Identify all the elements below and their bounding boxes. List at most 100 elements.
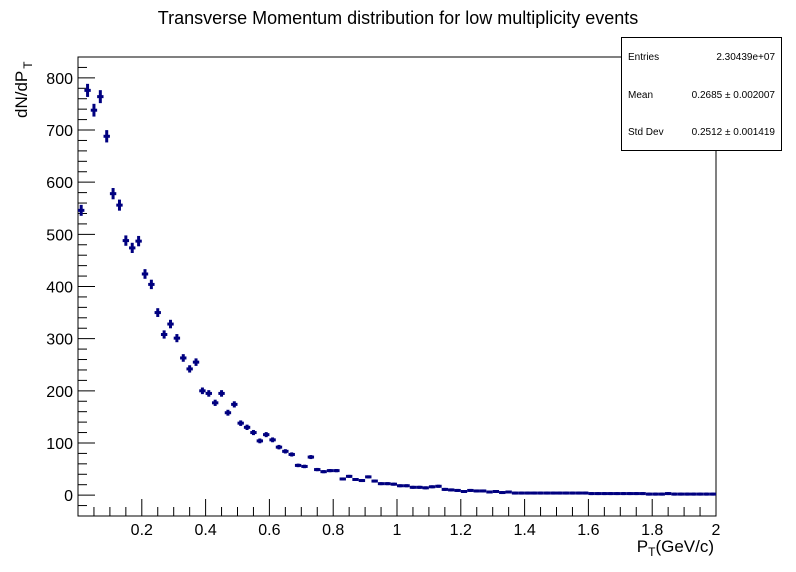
data-point [582, 491, 589, 495]
data-point [601, 492, 608, 496]
stats-entries-label: Entries [628, 52, 660, 63]
y-axis-label: dN/dP T [12, 61, 35, 118]
stats-entries-value: 2.30439e+07 [716, 52, 775, 63]
stats-stddev-value: 0.2512 ± 0.001419 [691, 127, 775, 138]
data-point [460, 489, 468, 493]
x-axis-label-sub: T [648, 545, 656, 559]
data-point [103, 130, 110, 143]
data-point [256, 438, 264, 444]
y-tick-label: 700 [46, 123, 73, 140]
data-point [492, 489, 500, 493]
data-point [173, 334, 181, 343]
data-point [518, 491, 525, 495]
x-tick-label: 0.8 [322, 522, 344, 539]
y-tick-label: 200 [46, 384, 73, 401]
data-point [505, 490, 512, 494]
data-point [275, 444, 283, 450]
stats-entries-row: Entries 2.30439e+07 [628, 52, 775, 66]
data-point [620, 492, 627, 496]
data-point [160, 330, 168, 339]
data-point [148, 279, 155, 290]
data-point [129, 242, 136, 254]
data-point [467, 488, 474, 492]
data-point [639, 492, 646, 496]
x-tick-label: 0.6 [258, 522, 280, 539]
data-point [511, 491, 519, 495]
y-tick-label: 500 [46, 227, 73, 244]
data-point [269, 437, 276, 443]
data-point [390, 482, 397, 486]
stats-mean-label: Mean [628, 90, 654, 101]
data-point [403, 484, 410, 488]
data-point [345, 474, 353, 478]
data-point [320, 470, 327, 474]
data-point [339, 477, 346, 481]
data-point [703, 492, 710, 496]
data-point [556, 491, 563, 495]
data-point [416, 485, 423, 489]
data-point [122, 235, 130, 246]
data-point [633, 492, 640, 496]
data-point [409, 485, 417, 489]
data-point [677, 492, 685, 496]
data-point [384, 482, 391, 486]
data-point [652, 492, 659, 496]
data-point [671, 492, 678, 496]
data-point [243, 424, 251, 431]
data-point [371, 479, 378, 483]
data-point [594, 492, 602, 496]
data-point [684, 492, 691, 496]
data-point [377, 482, 385, 486]
y-axis-label-sub: T [21, 61, 35, 69]
data-point [454, 488, 461, 492]
data-point [250, 429, 257, 436]
data-point [180, 354, 187, 362]
y-tick-label: 300 [46, 332, 73, 349]
data-point [690, 492, 697, 496]
x-tick-label: 1 [393, 522, 402, 539]
x-axis-label: PT(GeV/c) [637, 537, 714, 559]
data-point [524, 491, 531, 495]
data-point [78, 204, 85, 216]
data-point [301, 464, 308, 469]
data-point [435, 484, 442, 488]
x-tick-label: 2 [712, 522, 721, 539]
data-point [709, 492, 716, 496]
data-point [237, 420, 244, 426]
data-point [397, 484, 404, 488]
data-point [288, 452, 295, 457]
data-point [263, 432, 270, 438]
data-point [314, 467, 321, 472]
data-point [499, 491, 506, 495]
stats-mean-row: Mean 0.2685 ± 0.002007 [628, 90, 775, 104]
data-point [664, 492, 672, 496]
x-axis-label-main: P [637, 537, 648, 556]
data-point [352, 477, 359, 481]
data-point [135, 235, 142, 247]
x-tick-label: 1.4 [513, 522, 535, 539]
data-point [84, 83, 91, 97]
data-point [186, 365, 193, 373]
data-point [658, 492, 665, 496]
data-point [141, 269, 149, 279]
data-point [588, 492, 595, 496]
stats-mean-value: 0.2685 ± 0.002007 [691, 90, 775, 101]
x-tick-label: 1.8 [641, 522, 663, 539]
data-point [333, 469, 340, 473]
x-axis-label-rest: (GeV/c) [655, 537, 714, 556]
x-tick-label: 0.4 [194, 522, 216, 539]
data-point [575, 491, 583, 495]
data-point [448, 488, 455, 492]
data-point [486, 490, 493, 494]
data-point [441, 487, 449, 491]
data-point [90, 103, 98, 117]
data-point [282, 449, 289, 454]
data-point [218, 390, 225, 397]
x-tick-label: 0.2 [131, 522, 153, 539]
data-point [224, 409, 232, 416]
y-axis-label-main: dN/dP [12, 71, 31, 118]
y-tick-label: 800 [46, 71, 73, 88]
data-point [550, 491, 557, 495]
y-tick-label: 600 [46, 175, 73, 192]
